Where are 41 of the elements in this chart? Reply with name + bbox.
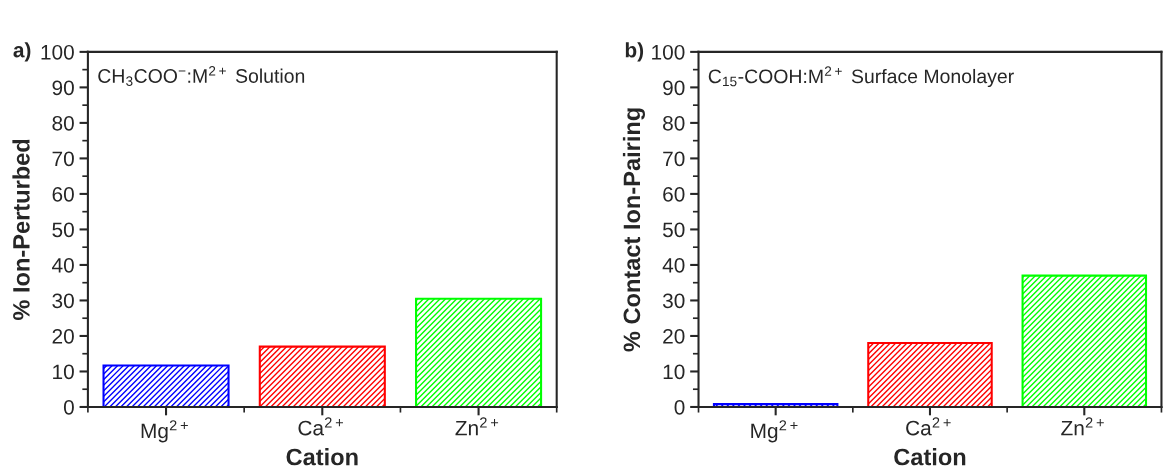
- y-tick-label: 50: [52, 222, 74, 238]
- y-tick-label: 20: [663, 328, 685, 344]
- y-axis-title: % Contact Ion-Pairing: [622, 108, 646, 352]
- y-tick-label: 0: [63, 399, 74, 415]
- y-tick-label: 40: [52, 257, 74, 273]
- y-tick-label: 80: [663, 115, 685, 131]
- y-tick-label: 10: [53, 364, 74, 380]
- x-tick-label: Mg$^{2+}$: [751, 420, 798, 443]
- y-tick-label: 30: [52, 293, 74, 309]
- y-tick-label: 70: [663, 151, 685, 167]
- annotation: CH$_{3}$COO$^{−}$:M$^{2+}$ Solution: [98, 66, 305, 86]
- y-tick-label: 100: [652, 44, 685, 60]
- y-tick-label: 60: [663, 186, 685, 202]
- y-tick-label: 60: [52, 186, 74, 202]
- y-tick-label: 70: [52, 151, 74, 167]
- chart-title: a): [13, 42, 31, 62]
- annotation: C$_{15}$-COOH:M$^{2+}$ Surface Monolayer: [708, 66, 1014, 88]
- y-tick-label: 100: [41, 44, 74, 60]
- x-tick-label: Mg$^{2+}$: [141, 420, 188, 443]
- y-tick-label: 20: [52, 328, 74, 344]
- bar: [258, 345, 386, 407]
- chart-title: b): [625, 42, 644, 62]
- y-tick-label: 90: [52, 80, 74, 96]
- bar: [1021, 274, 1148, 407]
- y-tick-label: 80: [52, 115, 74, 131]
- x-axis-title: Cation: [894, 448, 966, 466]
- bar: [867, 342, 993, 407]
- x-tick-label: Ca$^{2+}$: [906, 417, 951, 436]
- x-tick-label: Zn$^{2+}$: [1061, 417, 1104, 436]
- x-axis-title: Cation: [286, 448, 358, 466]
- y-tick-label: 30: [662, 293, 685, 309]
- x-tick-label: Ca$^{2+}$: [298, 417, 343, 436]
- y-tick-label: 10: [663, 364, 685, 380]
- y-tick-label: 50: [662, 222, 685, 238]
- bar: [415, 297, 543, 407]
- y-tick-label: 90: [663, 80, 685, 96]
- x-tick-label: Zn$^{2+}$: [455, 417, 499, 436]
- bar: [102, 364, 230, 407]
- y-tick-label: 40: [662, 257, 685, 273]
- y-axis-title: % Ion-Perturbed: [12, 139, 30, 321]
- y-tick-label: 0: [674, 399, 685, 415]
